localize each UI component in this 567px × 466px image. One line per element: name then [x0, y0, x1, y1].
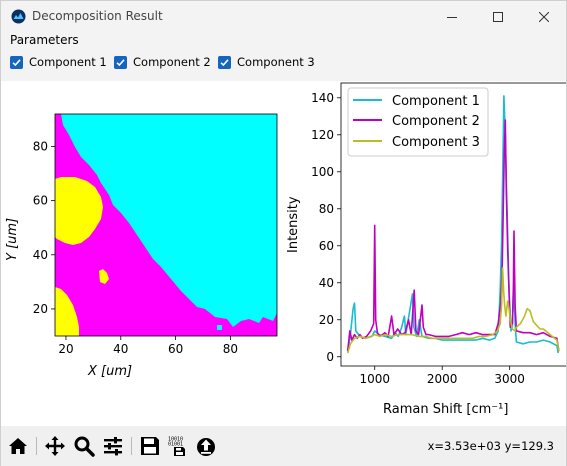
save-icon	[141, 437, 159, 455]
figure-canvas[interactable]: 20 40 60 80 20 40 60 80 X [um] Y [um] 1000 2000 3…	[1, 81, 566, 426]
spectrum-xlabel: Raman Shift [cm⁻¹]	[383, 402, 508, 417]
spectrum-y-tick-label: 140	[311, 91, 334, 105]
home-icon	[9, 438, 27, 454]
spectrum-legend: Component 1 Component 2 Component 3	[347, 87, 489, 157]
checkbox-checked-icon	[10, 55, 23, 69]
spectrum-line-component-3	[346, 267, 560, 354]
map-x-tick-label: 40	[113, 342, 128, 356]
window-title: Decomposition Result	[32, 9, 163, 23]
parameters-label: Parameters	[10, 33, 79, 47]
spectrum-ylabel: Intensity	[286, 196, 301, 253]
spectrum-y-tick-label: 80	[319, 202, 334, 216]
spectrum-axes: 1000 2000 3000 0 20 40 60 80 100 120 140	[311, 91, 525, 386]
svg-text:10010: 10010	[168, 437, 183, 443]
component-1-checkbox[interactable]: Component 1	[10, 53, 107, 71]
map-region-yellow-large	[55, 177, 103, 245]
map-region-cyan	[61, 114, 277, 327]
toolbar-separator	[131, 437, 132, 455]
cursor-coordinates: x=3.53e+03 y=129.3	[427, 439, 554, 453]
spectrum-y-tick-label: 0	[326, 350, 334, 364]
map-x-tick-label: 60	[168, 342, 183, 356]
save-data-button[interactable]: 10010 01001	[165, 434, 189, 458]
component-3-checkbox[interactable]: Component 3	[218, 53, 315, 71]
pan-icon	[45, 436, 65, 456]
legend-label-component-3: Component 3	[392, 135, 480, 150]
spectrum-y-tick-label: 40	[319, 276, 334, 290]
close-icon	[539, 11, 549, 22]
spectrum-series	[346, 95, 560, 354]
map-region-yellow-spot	[99, 269, 109, 284]
map-ylabel-text: Y [um]	[5, 218, 20, 261]
component-2-label: Component 2	[133, 55, 211, 69]
spectrum-line-component-2	[346, 119, 560, 352]
pan-button[interactable]	[43, 434, 67, 458]
map-frame	[54, 113, 278, 337]
map-region-cyan-spot	[217, 325, 222, 330]
toolbar-separator	[36, 437, 37, 455]
zoom-button[interactable]	[72, 434, 96, 458]
legend-label-component-1: Component 1	[392, 94, 480, 109]
minimize-button[interactable]	[429, 1, 475, 32]
map-y-tick-label: 60	[33, 194, 48, 208]
configure-subplots-button[interactable]	[101, 434, 125, 458]
titlebar: Decomposition Result	[1, 1, 566, 32]
svg-text:01001: 01001	[168, 442, 183, 448]
minimize-icon	[447, 16, 457, 18]
component-2-checkbox[interactable]: Component 2	[114, 53, 211, 71]
map-y-tick-label: 80	[33, 139, 48, 153]
maximize-icon	[493, 11, 503, 22]
legend-label-component-2: Component 2	[392, 114, 480, 129]
close-button[interactable]	[521, 1, 567, 32]
map-region-yellow-corner	[55, 287, 79, 336]
component-3-label: Component 3	[237, 55, 315, 69]
map-xlabel: X [um]	[87, 364, 132, 379]
checkbox-checked-icon	[114, 55, 127, 69]
maximize-button[interactable]	[475, 1, 521, 32]
export-button[interactable]	[194, 434, 218, 458]
map-y-tick-label: 20	[33, 302, 48, 316]
app-logo-icon	[11, 9, 26, 24]
spectrum-x-tick-label: 3000	[494, 372, 525, 386]
map-ylabel: Y [um]	[5, 218, 20, 261]
home-button[interactable]	[6, 434, 30, 458]
spectrum-y-tick-label: 100	[311, 165, 334, 179]
map-x-tick-label: 80	[223, 342, 238, 356]
save-figure-button[interactable]	[138, 434, 162, 458]
spectrum-x-tick-label: 1000	[359, 372, 390, 386]
spectrum-y-tick-label: 60	[319, 239, 334, 253]
spectrum-y-tick-label: 120	[311, 128, 334, 142]
map-xlabel-text: X [um]	[87, 364, 132, 379]
export-icon	[197, 438, 215, 456]
checkbox-checked-icon	[218, 55, 231, 69]
map-y-tick-label: 40	[33, 248, 48, 262]
spectrum-y-tick-label: 20	[319, 313, 334, 327]
component-checkboxes: Component 1 Component 2 Component 3	[1, 53, 566, 71]
navigation-toolbar: 10010 01001 x=3.53e+03 y=129.3	[1, 426, 566, 466]
map-axes: 20 40 60 80 20 40 60 80	[33, 139, 238, 356]
map-x-tick-label: 20	[58, 342, 73, 356]
component-1-label: Component 1	[29, 55, 107, 69]
abundance-map	[55, 114, 277, 336]
spectrum-x-tick-label: 2000	[427, 372, 458, 386]
legend-box	[347, 87, 489, 157]
configure-icon	[104, 437, 122, 456]
zoom-icon	[74, 436, 95, 457]
save-data-icon: 10010 01001	[168, 437, 185, 456]
